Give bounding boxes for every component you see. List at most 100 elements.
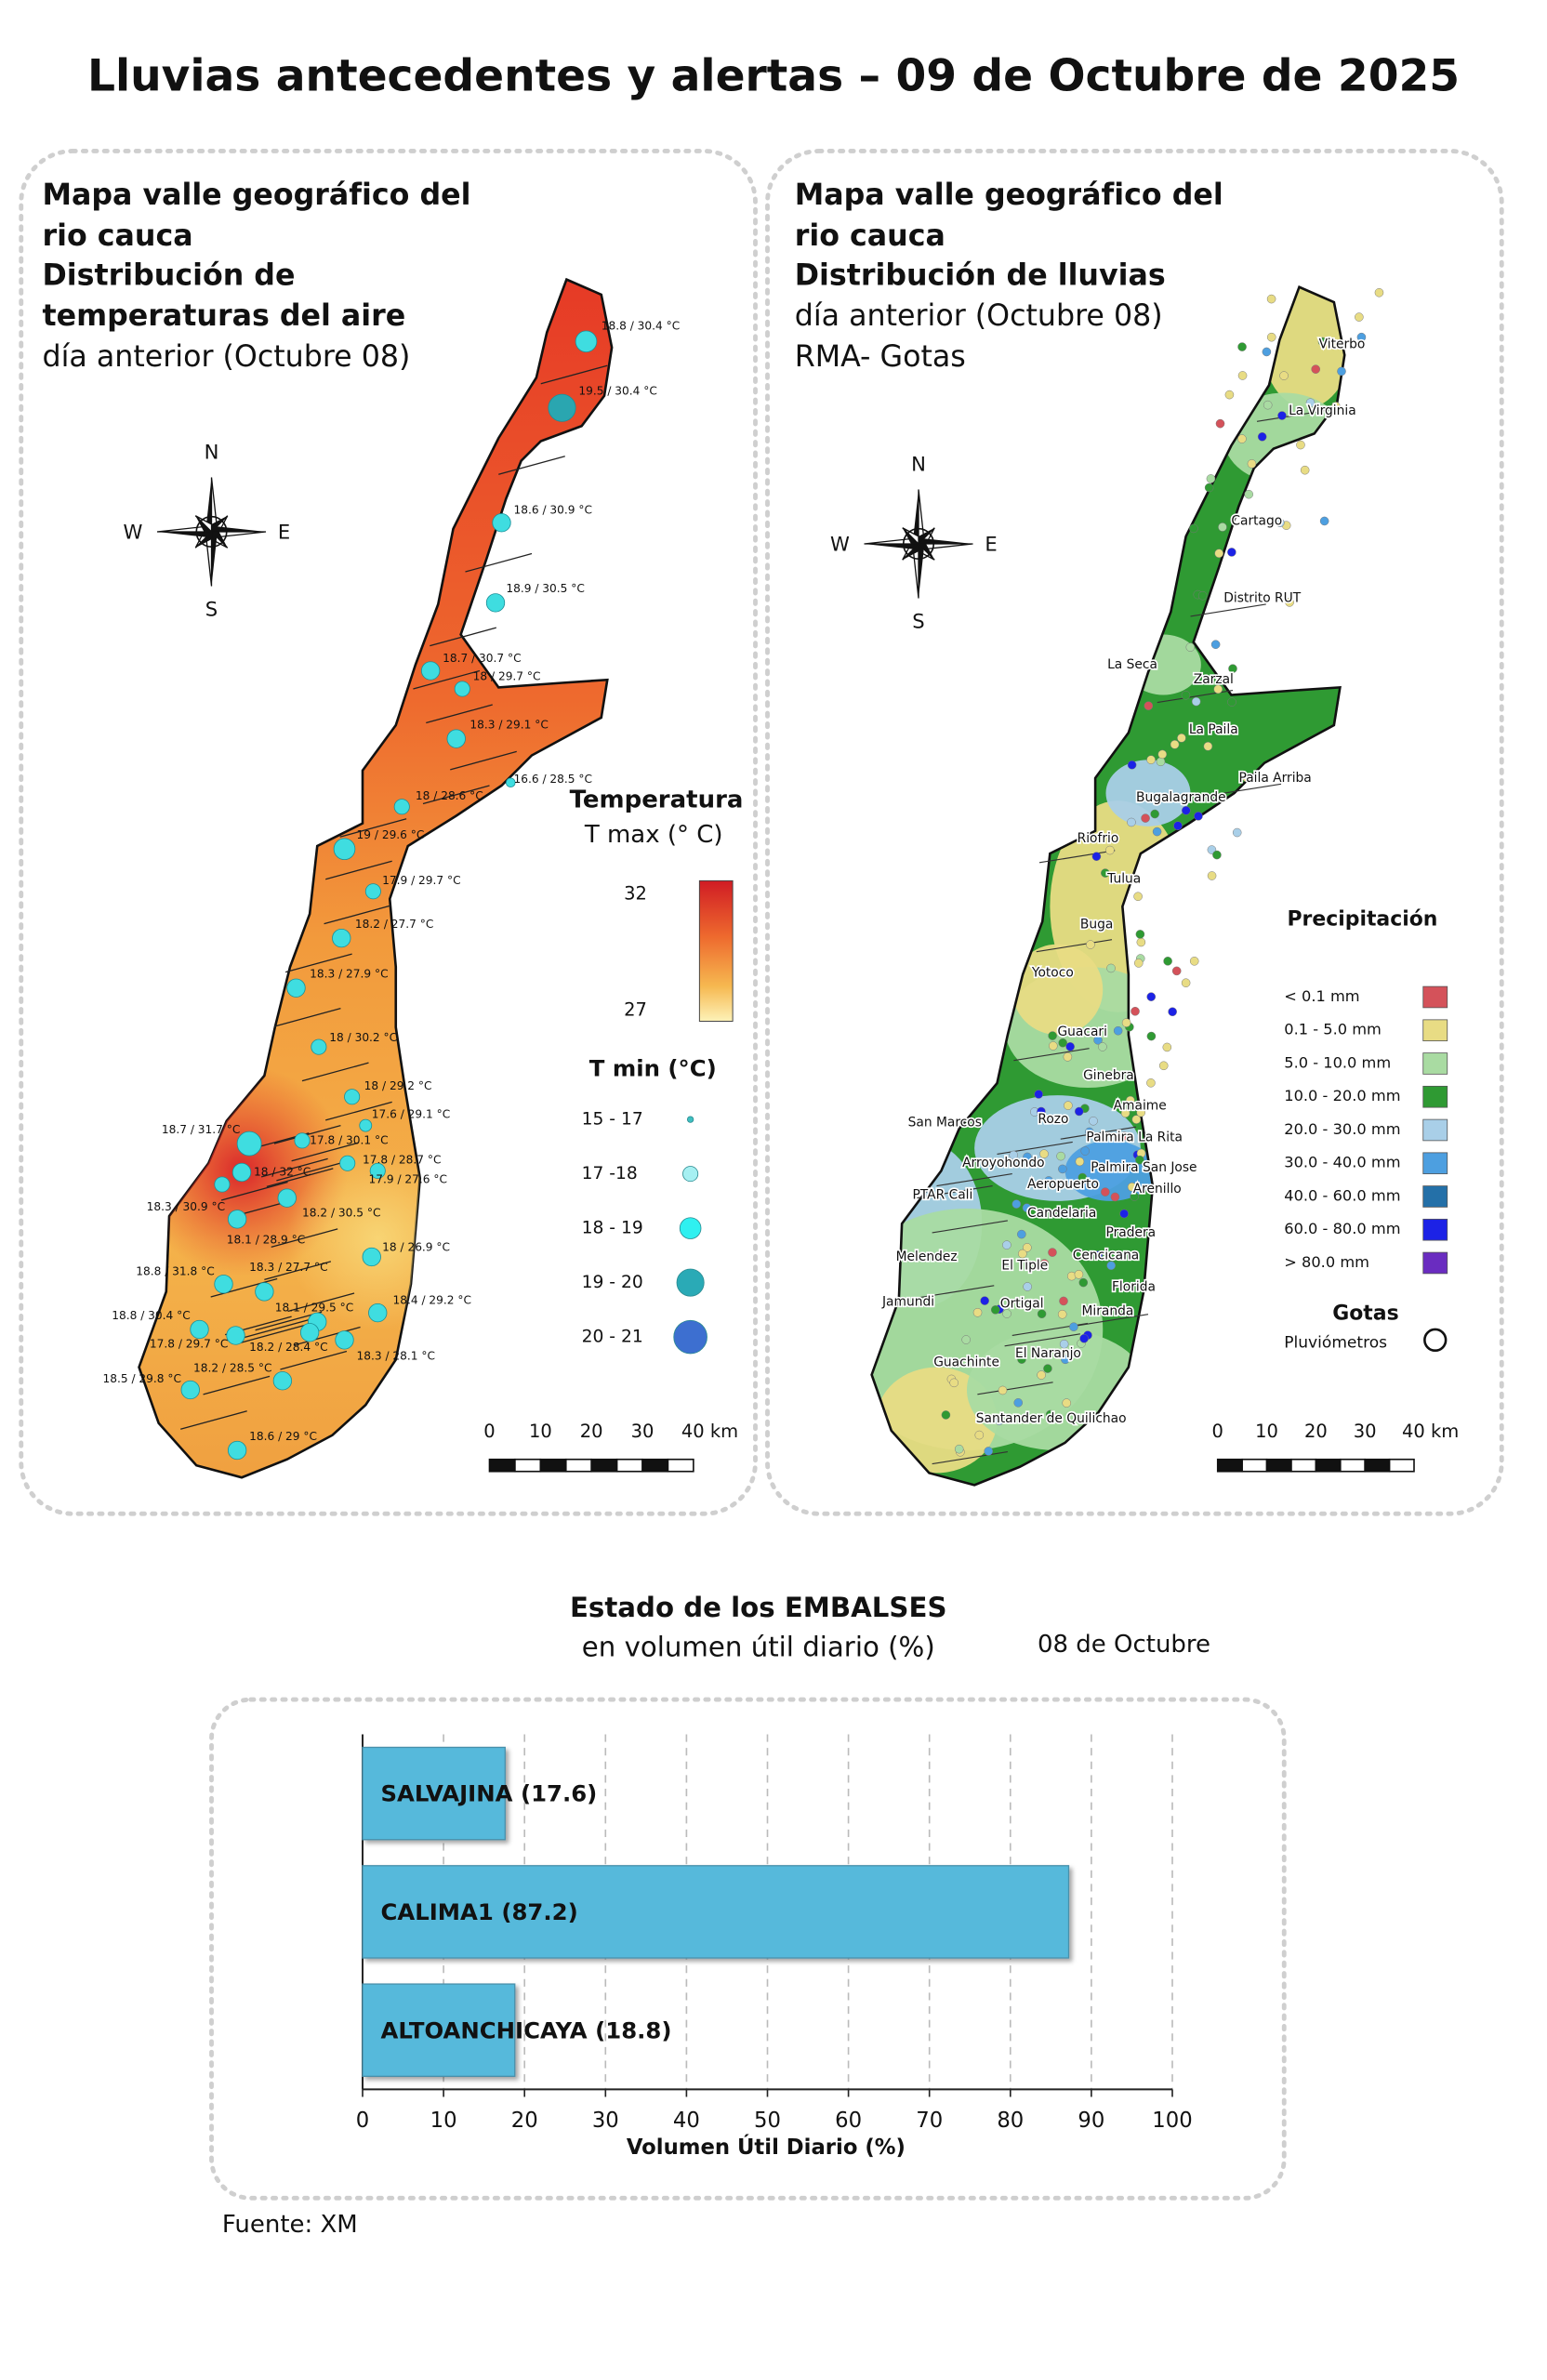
region-outline <box>870 285 1346 1487</box>
compass-label: N <box>911 452 926 475</box>
cell-edge <box>273 1124 341 1144</box>
gauge-dot <box>1266 332 1276 342</box>
legend-label: 19 - 20 <box>582 1273 643 1292</box>
cell-edge <box>917 1185 993 1199</box>
gauge-dot <box>1204 483 1214 493</box>
place-label: PTAR Cali <box>912 1187 972 1202</box>
maps: Mapa valle geográfico del rio cauca Distri… <box>43 178 1459 1487</box>
gauge-dot <box>1098 1042 1107 1051</box>
compass-ring <box>902 527 935 561</box>
page-title: Lluvias antecedentes y alertas – 09 de O… <box>87 50 1460 101</box>
compass-point <box>211 531 218 587</box>
place-label: Distrito RUT <box>1223 590 1301 605</box>
gauge-dot <box>1218 522 1227 532</box>
gauge-dot <box>1057 1309 1067 1319</box>
station-dot <box>227 1210 247 1229</box>
station-dot <box>333 838 356 861</box>
legend-label: Pluviómetros <box>1284 1334 1387 1353</box>
legend-label: < 0.1 mm <box>1284 987 1359 1005</box>
station-dot <box>180 1380 200 1400</box>
cell-edge <box>997 1141 1073 1156</box>
x-tick-label: 100 <box>1152 2109 1192 2133</box>
gauge-dot <box>1356 332 1367 342</box>
gauge-dot <box>1012 1199 1022 1209</box>
gauge-dot <box>1206 474 1216 483</box>
station-label: 17.9 / 27.6 °C <box>369 1173 447 1186</box>
place-label: San Marcos <box>908 1115 982 1130</box>
scale-segment <box>1339 1458 1366 1473</box>
gauge-dot <box>1215 418 1225 429</box>
gauge-dot <box>1195 794 1205 803</box>
gauge-dot <box>1146 755 1156 764</box>
gauge-dot <box>1022 1203 1032 1212</box>
gauge-dot <box>1131 1115 1142 1124</box>
gauge-dot <box>1110 1192 1120 1202</box>
place-label: Amaime <box>1114 1098 1167 1113</box>
cell-edge <box>180 1410 247 1430</box>
legend-symbol <box>673 1319 707 1355</box>
scale-segment <box>615 1458 643 1473</box>
scale-segment <box>539 1458 567 1473</box>
gauge-dot <box>990 1305 1000 1315</box>
cell-edge <box>1038 850 1116 864</box>
gauge-dot <box>1207 871 1217 880</box>
cell-edge <box>430 627 496 647</box>
gauge-dot <box>1237 342 1247 351</box>
bar <box>362 1983 516 2078</box>
gauge-dot <box>1065 1041 1075 1051</box>
station-label: 18.8 / 31.8 °C <box>136 1265 215 1278</box>
cell-edge <box>264 1261 332 1280</box>
gauge-dot <box>1227 697 1236 707</box>
gauge-dot <box>1059 1296 1068 1306</box>
gauge-dot <box>1331 402 1341 411</box>
station-dot <box>311 1038 327 1055</box>
gauge-dot <box>1277 411 1287 420</box>
gauge-dot <box>1039 1259 1050 1268</box>
compass-point <box>211 526 267 532</box>
station-dot <box>226 1326 245 1345</box>
panel-frame <box>209 1697 1287 2201</box>
gauge-dot <box>1091 852 1102 861</box>
bar-value-label: SALVAJINA (17.6) <box>381 1780 598 1807</box>
gauge-dot <box>1247 459 1257 469</box>
legend-label: 20.0 - 30.0 mm <box>1284 1120 1400 1138</box>
gauge-dot <box>1146 1031 1157 1041</box>
map-heading: rio cauca <box>795 219 945 253</box>
place-label: Ortigal <box>1000 1296 1044 1311</box>
cell-edge <box>210 1277 278 1298</box>
scale-segment <box>1265 1458 1292 1473</box>
station-dot <box>393 799 410 815</box>
station-dot <box>446 729 466 748</box>
scale-segment <box>667 1458 694 1473</box>
station-dot <box>294 1132 311 1149</box>
gauge-dot <box>1089 1116 1098 1126</box>
scale-bar: 0 10 20 30 40 km <box>483 1421 738 1473</box>
gauge-dot <box>1127 817 1136 827</box>
gauge-dot <box>1141 813 1150 823</box>
station-label: 18 / 29.2 °C <box>364 1079 432 1092</box>
station-label: 18.3 / 27.7 °C <box>249 1261 328 1274</box>
station-label: 16.6 / 28.5 °C <box>514 773 593 786</box>
place-label: Pradera <box>1105 1225 1156 1240</box>
gauge-dot <box>1146 992 1157 1001</box>
gauge-dot <box>1017 1355 1026 1364</box>
gauge-dot <box>1237 434 1247 443</box>
station-dot <box>214 1176 231 1193</box>
gauge-dot <box>1168 1007 1177 1017</box>
gauge-dot <box>1064 1101 1073 1110</box>
cell-edge <box>325 1101 392 1121</box>
station-dot <box>332 928 351 948</box>
scale-segment <box>1364 1458 1391 1473</box>
legend-label: > 80.0 mm <box>1284 1253 1369 1271</box>
gauge-dot <box>1185 642 1196 652</box>
rain-gauges <box>941 287 1384 1457</box>
panel-frame <box>765 149 1504 1516</box>
scale-label: 40 km <box>1402 1421 1459 1442</box>
scale-label: 0 <box>1212 1421 1223 1442</box>
place-label: Cartago <box>1231 514 1282 529</box>
cell-edge <box>301 1062 369 1082</box>
legend-label: 27 <box>624 999 647 1021</box>
cell-edge <box>1190 603 1266 617</box>
compass-label: W <box>124 521 143 544</box>
